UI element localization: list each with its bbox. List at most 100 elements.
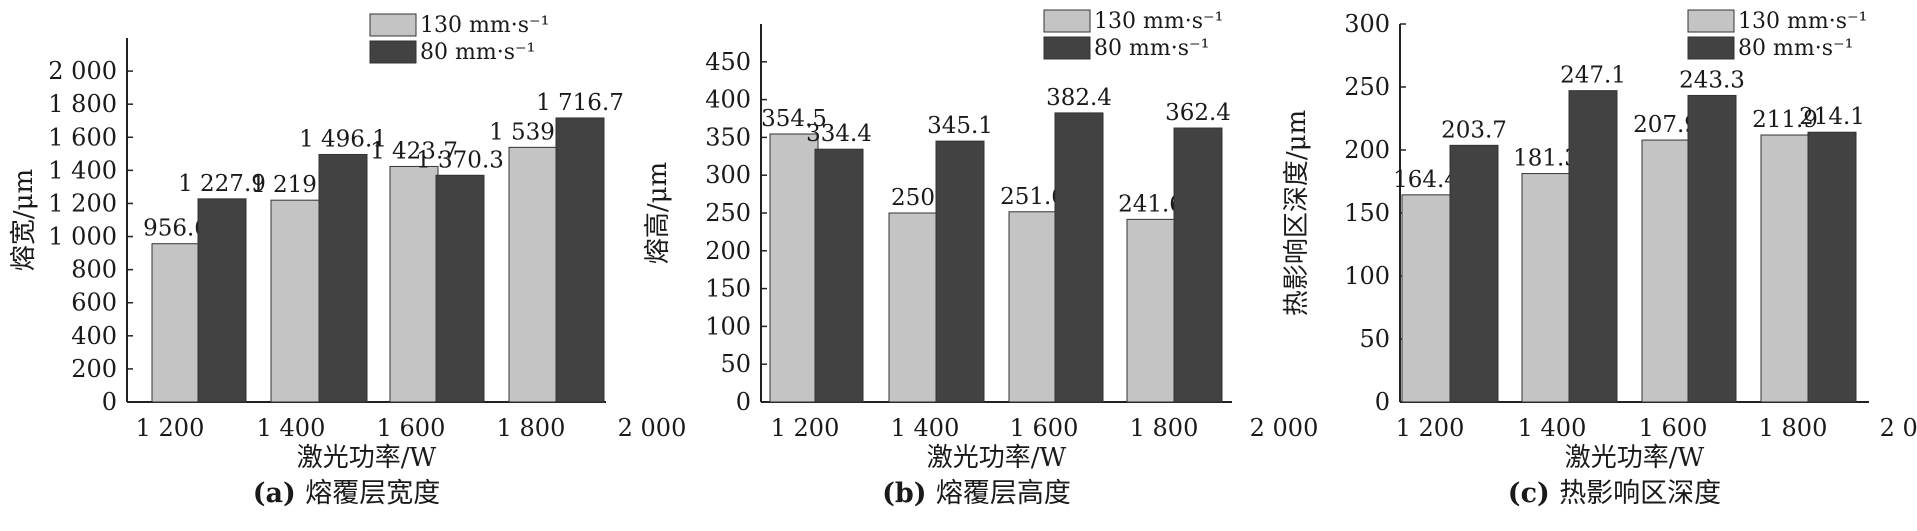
y-tick-label: 250 xyxy=(705,199,751,227)
x-tick-label: 1 200 xyxy=(136,414,205,442)
bar-series-130 xyxy=(1008,211,1058,403)
bar-series-130 xyxy=(389,165,439,403)
y-tick-label: 800 xyxy=(71,256,117,284)
y-tick-label: 400 xyxy=(705,86,751,114)
y-tick-label: 300 xyxy=(705,161,751,189)
panel-a: 0 200 400 600 800 1 000 1 200 1 400 1 600 1 800 2 … xyxy=(9,13,686,509)
y-tick-label: 2 000 xyxy=(48,57,117,85)
y-tick-label: 200 xyxy=(1344,136,1390,164)
bar-series-80 xyxy=(1807,131,1857,403)
y-tick-label: 0 xyxy=(736,388,751,416)
data-label: 1 716.7 xyxy=(536,90,624,116)
data-label: 164.4 xyxy=(1393,167,1459,193)
data-label: 334.4 xyxy=(806,121,872,147)
data-label: 243.3 xyxy=(1679,67,1745,93)
data-label: 250 xyxy=(891,185,935,211)
y-axis-label: 熔高/μm xyxy=(643,162,673,264)
legend-swatch xyxy=(1043,36,1091,60)
x-tick-label: 1 600 xyxy=(1010,414,1079,442)
bar-series-130 xyxy=(270,199,320,403)
y-tick-label: 200 xyxy=(71,355,117,383)
y-tick-label: 100 xyxy=(705,312,751,340)
bar-series-130 xyxy=(888,212,938,403)
x-axis-label: 激光功率/W xyxy=(1565,443,1705,473)
y-tick-label: 100 xyxy=(1344,262,1390,290)
y-tick-label: 350 xyxy=(705,123,751,151)
legend-swatch xyxy=(1687,36,1735,60)
panel-letter: (b) xyxy=(882,478,936,509)
data-label: 211.9 xyxy=(1752,107,1818,133)
x-tick-label: 1 600 xyxy=(377,414,446,442)
panel-title: 熔覆层高度 xyxy=(936,478,1071,509)
bar-series-80 xyxy=(1568,90,1618,403)
y-tick-label: 1 600 xyxy=(48,123,117,151)
y-tick-label: 400 xyxy=(71,322,117,350)
x-tick-label: 1 400 xyxy=(257,414,326,442)
legend-entry: 130 mm·s⁻¹ xyxy=(1094,9,1223,34)
data-label: 214.1 xyxy=(1799,104,1865,130)
y-tick-label: 50 xyxy=(720,350,751,378)
y-tick-label: 150 xyxy=(1344,199,1390,227)
y-tick-label: 300 xyxy=(1344,10,1390,38)
x-tick-label: 2 000 xyxy=(618,414,687,442)
data-label: 1 370.3 xyxy=(416,147,504,173)
panel-caption: (c) 热影响区深度 xyxy=(1508,478,1721,509)
data-label: 354.5 xyxy=(761,106,827,132)
bar-series-80 xyxy=(197,198,247,403)
bar-series-80 xyxy=(935,140,985,403)
x-tick-label: 1 800 xyxy=(497,414,566,442)
legend-swatch xyxy=(369,40,417,64)
data-label: 181.3 xyxy=(1513,146,1579,172)
bar-series-80 xyxy=(318,153,368,403)
legend-entry: 80 mm·s⁻¹ xyxy=(1738,36,1853,61)
panel-caption: (a) 熔覆层宽度 xyxy=(253,478,440,509)
bar-series-80 xyxy=(555,117,605,403)
y-tick-label: 1 000 xyxy=(48,223,117,251)
x-axis-label: 激光功率/W xyxy=(927,443,1067,473)
x-tick-label: 1 800 xyxy=(1759,414,1828,442)
bar-series-80 xyxy=(1687,94,1737,403)
y-tick-label: 150 xyxy=(705,275,751,303)
y-tick-label: 450 xyxy=(705,48,751,76)
bar-series-130 xyxy=(508,146,558,403)
legend-swatch xyxy=(369,13,417,37)
y-tick-label: 0 xyxy=(102,388,117,416)
legend-entry: 130 mm·s⁻¹ xyxy=(1738,9,1867,34)
bar-series-130 xyxy=(151,243,201,403)
data-label: 247.1 xyxy=(1560,63,1626,89)
x-tick-label: 1 400 xyxy=(891,414,960,442)
data-label: 345.1 xyxy=(927,113,993,139)
data-label: 1 227.9 xyxy=(178,171,266,197)
panel-title: 熔覆层宽度 xyxy=(305,478,440,509)
legend-swatch xyxy=(1043,9,1091,33)
bar-series-80 xyxy=(1449,144,1499,403)
legend-entry: 80 mm·s⁻¹ xyxy=(420,40,535,65)
bar-series-130 xyxy=(1521,173,1571,403)
y-tick-label: 1 200 xyxy=(48,189,117,217)
y-axis-label: 热影响区深度/μm xyxy=(1282,110,1312,316)
y-tick-label: 1 800 xyxy=(48,90,117,118)
y-tick-label: 0 xyxy=(1375,388,1390,416)
y-tick-label: 50 xyxy=(1359,325,1390,353)
legend-swatch xyxy=(1687,9,1735,33)
x-tick-label: 1 400 xyxy=(1518,414,1587,442)
bar-series-130 xyxy=(1126,218,1176,403)
legend-entry: 130 mm·s⁻¹ xyxy=(420,13,549,38)
bar-series-130 xyxy=(1641,139,1691,403)
bar-series-80 xyxy=(814,148,864,403)
y-tick-label: 1 400 xyxy=(48,156,117,184)
y-tick-label: 600 xyxy=(71,289,117,317)
x-tick-label: 1 800 xyxy=(1130,414,1199,442)
y-axis-label: 熔宽/μm xyxy=(9,169,39,271)
data-label: 382.4 xyxy=(1046,85,1112,111)
x-tick-label: 2 000 xyxy=(1880,414,1917,442)
data-label: 362.4 xyxy=(1165,100,1231,126)
panel-letter: (a) xyxy=(253,478,305,509)
y-tick-label: 200 xyxy=(705,237,751,265)
bar-series-80 xyxy=(1054,112,1104,403)
x-axis-label: 激光功率/W xyxy=(297,443,437,473)
